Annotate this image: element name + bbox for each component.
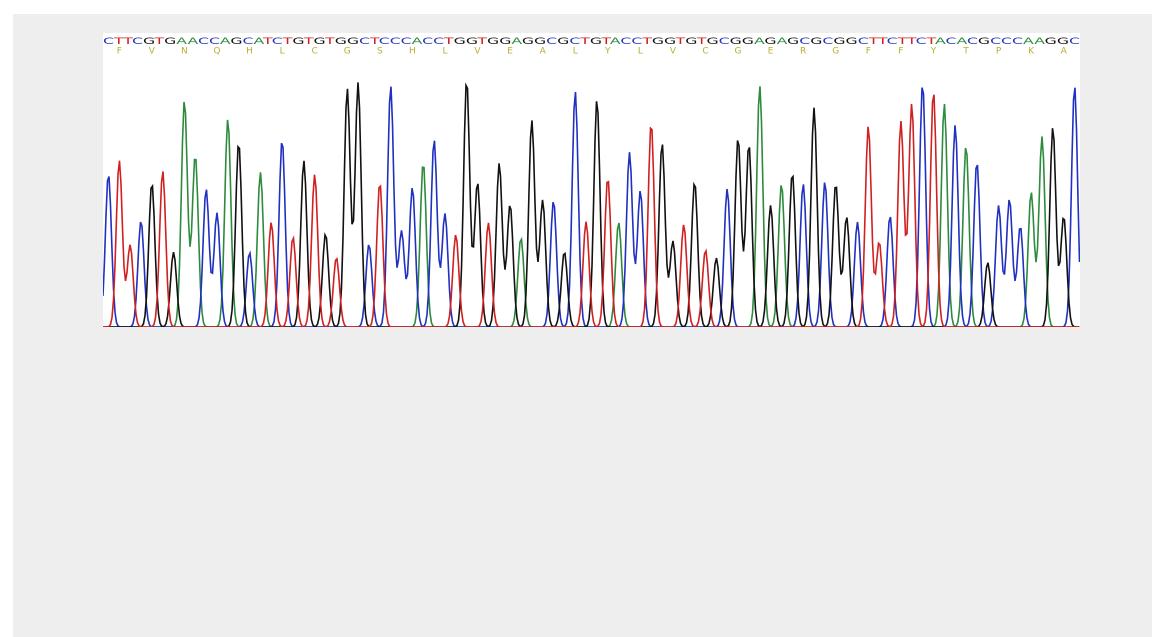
amino-acid: Y (604, 47, 611, 57)
trace-line (103, 94, 1080, 327)
amino-acid: P (996, 47, 1002, 57)
amino-acid: F (866, 47, 871, 57)
amino-acid: F (117, 47, 122, 57)
amino-acid: C (702, 47, 708, 57)
amino-acid: S (377, 47, 383, 57)
trace-curves (103, 82, 1080, 327)
amino-acid: V (474, 47, 481, 57)
amino-acid: C (312, 47, 318, 57)
amino-acid: L (638, 47, 643, 57)
amino-acid: G (832, 47, 839, 57)
amino-acid: R (800, 47, 806, 57)
amino-acid: N (181, 47, 188, 57)
amino-acid: Q (213, 47, 220, 57)
amino-acid: T (962, 47, 969, 57)
amino-acid: L (442, 47, 447, 57)
amino-acid: H (409, 47, 416, 57)
amino-acid: V (670, 47, 677, 57)
amino-acid: K (1028, 47, 1035, 57)
amino-acid: Y (930, 47, 937, 57)
amino-acid: A (540, 47, 547, 57)
amino-acid: V (149, 47, 156, 57)
amino-acid: E (768, 47, 774, 57)
amino-acid: L (573, 47, 578, 57)
amino-acid: E (507, 47, 513, 57)
amino-acid: A (1061, 47, 1068, 57)
amino-acid: G (735, 47, 742, 57)
amino-acid: G (344, 47, 351, 57)
amino-acid: L (280, 47, 285, 57)
trace-line (103, 82, 1080, 327)
trace-line (103, 86, 1080, 327)
amino-acid: F (898, 47, 903, 57)
amino-acid: H (246, 47, 253, 57)
